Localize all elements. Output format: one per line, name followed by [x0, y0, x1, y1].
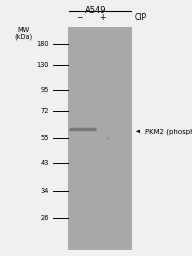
Text: 95: 95 [41, 87, 49, 93]
Text: MW
(kDa): MW (kDa) [14, 27, 32, 40]
Text: 130: 130 [36, 61, 49, 68]
Text: 72: 72 [41, 108, 49, 114]
Text: 55: 55 [41, 135, 49, 141]
Text: +: + [99, 13, 106, 22]
Text: A549: A549 [85, 6, 107, 15]
Bar [68, 27, 132, 250]
Text: PKM2 (phospho Ser37): PKM2 (phospho Ser37) [145, 128, 192, 135]
Text: 180: 180 [36, 41, 49, 47]
Text: 26: 26 [41, 215, 49, 221]
Text: CIP: CIP [135, 13, 147, 22]
Text: −: − [76, 13, 83, 22]
Text: 43: 43 [41, 160, 49, 166]
Text: 34: 34 [41, 188, 49, 195]
